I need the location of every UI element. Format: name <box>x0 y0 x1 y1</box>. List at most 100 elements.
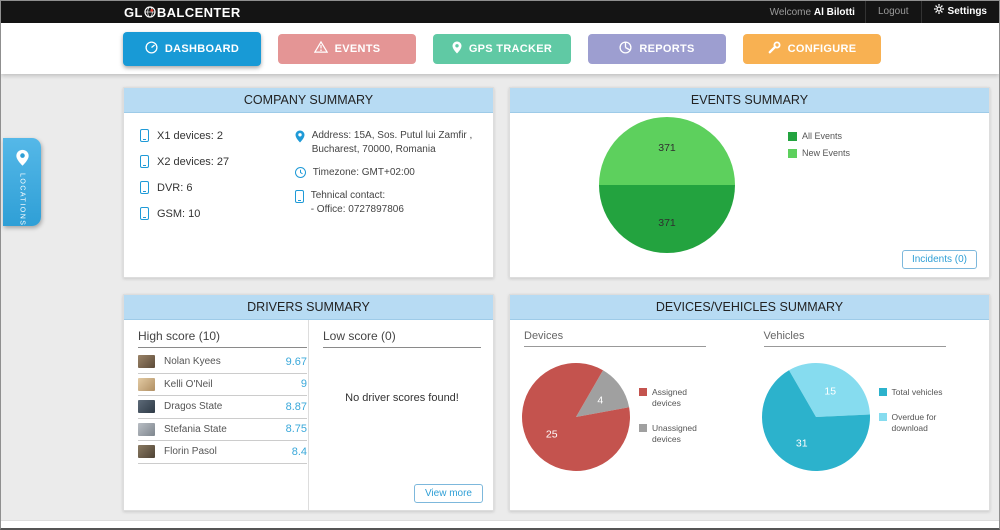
logo-text-center: CENTER <box>184 4 241 20</box>
driver-name: Florin Pasol <box>164 446 217 458</box>
company-summary-panel: COMPANY SUMMARY X1 devices: 2 X2 devices… <box>123 87 494 278</box>
driver-name: Nolan Kyees <box>164 356 221 368</box>
legend-swatch <box>788 131 797 141</box>
nav-configure-button[interactable]: CONFIGURE <box>743 33 881 64</box>
devices-vehicles-summary-panel: DEVICES/VEHICLES SUMMARY Devices 4 25 Ass… <box>509 294 990 511</box>
welcome-text: Welcome Al Bilotti <box>769 6 855 18</box>
low-score-column: Low score (0) No driver scores found! <box>308 320 493 511</box>
devices-vehicles-title: DEVICES/VEHICLES SUMMARY <box>510 295 989 320</box>
company-info: Address: 15A, Sos. Putul lui Zamfir , Bu… <box>294 129 485 233</box>
high-score-header: High score (10) <box>138 329 307 348</box>
driver-row: Florin Pasol 8.4 <box>138 441 307 464</box>
username: Al Bilotti <box>813 6 855 18</box>
logout-link[interactable]: Logout <box>864 1 921 23</box>
legend-swatch <box>878 388 887 396</box>
svg-text:31: 31 <box>795 438 807 450</box>
nav-reports-button[interactable]: REPORTS <box>588 33 726 64</box>
driver-score: 8.75 <box>285 423 307 436</box>
vehicles-section: Vehicles 15 31 Total vehicles Overdue for… <box>750 320 990 511</box>
events-summary-panel: EVENTS SUMMARY 371 371 All Events New Eve… <box>509 87 990 278</box>
company-timezone: Timezone: GMT+02:00 <box>294 166 485 180</box>
device-icon <box>140 207 149 220</box>
driver-row: Kelli O'Neil 9 <box>138 374 307 396</box>
device-count-item: DVR: 6 <box>140 181 287 194</box>
avatar <box>138 355 155 369</box>
phone-icon <box>294 190 304 203</box>
nav-gps-tracker-button[interactable]: GPS TRACKER <box>433 33 571 64</box>
dashboard-icon <box>145 40 158 57</box>
bottom-strip <box>1 520 999 528</box>
driver-row: Dragos State 8.87 <box>138 396 307 419</box>
view-more-button[interactable]: View more <box>413 484 483 503</box>
legend-item: Total vehicles <box>878 387 950 398</box>
company-summary-title: COMPANY SUMMARY <box>124 88 493 113</box>
device-count-item: X2 devices: 27 <box>140 155 287 168</box>
events-pie-chart: 371 371 <box>599 117 735 253</box>
nav-events-button[interactable]: EVENTS <box>278 33 416 64</box>
location-pin-icon <box>15 149 29 166</box>
devices-pie-chart: 4 25 <box>522 363 630 471</box>
warning-triangle-icon <box>313 40 328 56</box>
legend-swatch <box>639 388 647 396</box>
devices-header: Devices <box>524 330 706 347</box>
svg-text:371: 371 <box>658 142 676 154</box>
legend-item: New Events <box>788 148 850 158</box>
avatar <box>138 400 155 414</box>
driver-score: 8.87 <box>285 400 307 413</box>
drivers-summary-title: DRIVERS SUMMARY <box>124 295 493 320</box>
app-logo: GL BAL CENTER <box>124 5 241 20</box>
driver-row: Nolan Kyees 9.67 <box>138 351 307 374</box>
svg-text:25: 25 <box>546 429 558 441</box>
legend-item: All Events <box>788 131 850 141</box>
legend-swatch <box>639 424 647 433</box>
nav-dashboard-button[interactable]: DASHBOARD <box>123 31 261 66</box>
map-pin-icon <box>452 41 462 57</box>
avatar <box>138 377 155 391</box>
vehicles-legend: Total vehicles Overdue for download <box>878 387 950 473</box>
address-pin-icon <box>295 130 305 143</box>
events-legend: All Events New Events <box>788 131 850 158</box>
device-icon <box>140 129 149 142</box>
device-icon <box>140 181 149 194</box>
events-summary-title: EVENTS SUMMARY <box>510 88 989 113</box>
gear-icon <box>933 1 944 23</box>
dashboard-content: COMPANY SUMMARY X1 devices: 2 X2 devices… <box>123 87 990 511</box>
low-score-header: Low score (0) <box>323 329 481 348</box>
svg-text:371: 371 <box>658 217 676 229</box>
report-chart-icon <box>619 40 632 57</box>
driver-name: Dragos State <box>164 401 223 413</box>
driver-score: 9 <box>300 378 307 391</box>
settings-button[interactable]: Settings <box>920 1 991 23</box>
device-count-list: X1 devices: 2 X2 devices: 27 DVR: 6 <box>140 129 287 233</box>
wrench-icon <box>768 41 781 57</box>
driver-row: Stefania State 8.75 <box>138 419 307 441</box>
driver-score: 9.67 <box>285 355 307 368</box>
logo-text-bal: BAL <box>156 4 185 20</box>
driver-score: 8.4 <box>291 445 307 458</box>
high-score-column: High score (10) Nolan Kyees 9.67 Kelli O… <box>124 320 308 511</box>
legend-item: Assigned devices <box>639 387 710 409</box>
logo-text-gl: GL <box>124 4 143 20</box>
svg-text:4: 4 <box>597 394 603 406</box>
locations-tab[interactable]: LOCATIONS <box>3 138 41 226</box>
device-count-item: GSM: 10 <box>140 207 287 220</box>
main-nav: DASHBOARD EVENTS GPS TRACKER <box>1 23 999 74</box>
legend-swatch <box>878 413 887 422</box>
device-icon <box>140 155 149 168</box>
company-address: Address: 15A, Sos. Putul lui Zamfir , Bu… <box>295 129 485 157</box>
device-count-item: X1 devices: 2 <box>140 129 287 142</box>
legend-item: Unassigned devices <box>639 423 710 445</box>
incidents-button[interactable]: Incidents (0) <box>901 250 977 269</box>
driver-name: Stefania State <box>164 423 227 435</box>
no-scores-message: No driver scores found! <box>345 392 459 404</box>
avatar <box>138 445 155 459</box>
avatar <box>138 422 155 436</box>
globe-icon <box>144 6 156 18</box>
vehicles-header: Vehicles <box>763 330 946 347</box>
topbar: GL BAL CENTER Welcome Al Bilotti Logout <box>1 1 999 23</box>
locations-tab-label: LOCATIONS <box>18 172 26 226</box>
company-contact: Tehnical contact: - Office: 0727897806 <box>294 189 485 217</box>
legend-swatch <box>788 148 797 158</box>
